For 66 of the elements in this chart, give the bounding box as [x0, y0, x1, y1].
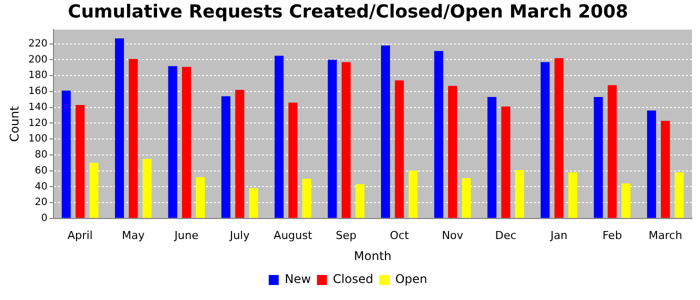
y-tick-label: 20 — [34, 197, 48, 208]
chart-title: Cumulative Requests Created/Closed/Open March 2008 — [68, 1, 628, 22]
y-tick-label: 140 — [28, 102, 48, 113]
x-tick-label: Sep — [336, 228, 357, 242]
y-tick-label: 120 — [28, 118, 48, 129]
bar — [114, 38, 124, 218]
x-tick-label: March — [648, 228, 682, 242]
x-tick-label: June — [174, 228, 199, 242]
bar — [196, 177, 205, 218]
bar — [381, 45, 390, 218]
y-tick-label: 200 — [28, 54, 48, 66]
x-tick-label: May — [122, 228, 146, 242]
y-tick-label: 0 — [41, 212, 48, 224]
x-tick-label: Dec — [495, 228, 516, 242]
bar — [660, 120, 670, 218]
bar — [182, 66, 192, 218]
bar — [448, 86, 458, 218]
bar — [274, 56, 284, 218]
bar — [647, 110, 656, 218]
legend-label: New — [284, 272, 312, 286]
x-tick-label: August — [274, 228, 313, 242]
bar — [288, 102, 298, 218]
legend-label: Open — [395, 272, 428, 286]
x-tick-label: Jan — [549, 228, 568, 242]
y-tick-label: 180 — [28, 70, 48, 82]
y-tick-label: 220 — [28, 38, 48, 50]
y-tick-label: 60 — [34, 165, 48, 176]
bar — [554, 58, 564, 218]
bar — [394, 80, 404, 218]
bar — [235, 90, 244, 218]
bar — [355, 184, 364, 218]
x-tick-label: April — [68, 228, 93, 242]
bar — [608, 85, 617, 218]
bar — [408, 170, 418, 218]
y-tick-label: 160 — [28, 86, 48, 98]
bar — [62, 90, 71, 218]
bar — [487, 97, 496, 218]
bar — [501, 106, 510, 218]
y-tick-label: 80 — [34, 150, 48, 161]
y-axis-title: Count — [7, 106, 22, 142]
bar — [249, 188, 258, 218]
bar — [434, 51, 444, 218]
y-tick-label: 40 — [34, 181, 48, 192]
x-tick-label: Feb — [602, 228, 622, 242]
bar — [342, 62, 351, 218]
bar — [328, 60, 337, 218]
x-axis-title: Month — [354, 248, 392, 263]
x-tick-label: Oct — [390, 228, 410, 242]
bar — [302, 178, 312, 218]
bar — [568, 172, 578, 218]
bar — [622, 183, 631, 218]
bar — [168, 66, 178, 218]
bar — [462, 178, 471, 218]
bar — [594, 97, 603, 218]
y-tick-label: 100 — [28, 134, 48, 145]
bar — [89, 162, 98, 218]
x-tick-label: Nov — [442, 228, 464, 242]
legend-label: Closed — [332, 272, 374, 286]
bar — [76, 104, 85, 218]
bar — [128, 58, 138, 218]
x-tick-label: July — [228, 228, 250, 242]
bar — [221, 96, 230, 218]
bar — [540, 62, 550, 218]
bar — [674, 172, 684, 218]
bar — [515, 170, 524, 218]
bar — [142, 158, 152, 218]
